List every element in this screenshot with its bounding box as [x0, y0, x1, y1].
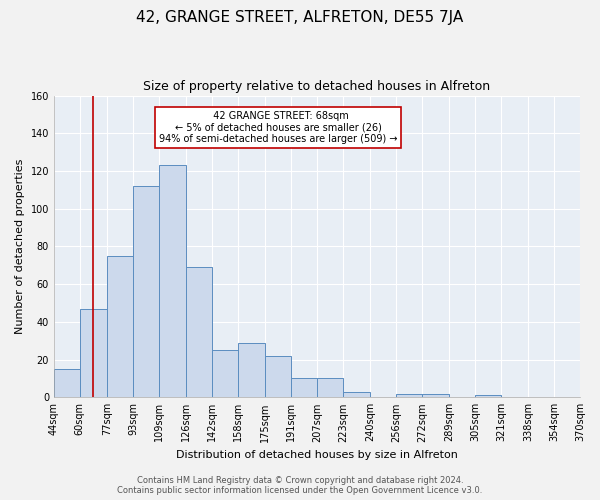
Bar — [159, 166, 186, 398]
Text: 42, GRANGE STREET, ALFRETON, DE55 7JA: 42, GRANGE STREET, ALFRETON, DE55 7JA — [136, 10, 464, 25]
Bar — [212, 350, 238, 398]
Y-axis label: Number of detached properties: Number of detached properties — [15, 158, 25, 334]
Bar — [422, 394, 449, 398]
Bar — [343, 392, 370, 398]
Bar — [80, 308, 107, 398]
X-axis label: Distribution of detached houses by size in Alfreton: Distribution of detached houses by size … — [176, 450, 458, 460]
Bar — [107, 256, 133, 398]
Bar — [317, 378, 343, 398]
Bar — [238, 342, 265, 398]
Bar — [54, 369, 80, 398]
Bar — [133, 186, 159, 398]
Text: Contains HM Land Registry data © Crown copyright and database right 2024.
Contai: Contains HM Land Registry data © Crown c… — [118, 476, 482, 495]
Bar — [291, 378, 317, 398]
Bar — [475, 396, 501, 398]
Title: Size of property relative to detached houses in Alfreton: Size of property relative to detached ho… — [143, 80, 491, 93]
Text: 42 GRANGE STREET: 68sqm
← 5% of detached houses are smaller (26)
94% of semi-det: 42 GRANGE STREET: 68sqm ← 5% of detached… — [159, 110, 397, 144]
Bar — [396, 394, 422, 398]
Bar — [265, 356, 291, 398]
Bar — [186, 267, 212, 398]
